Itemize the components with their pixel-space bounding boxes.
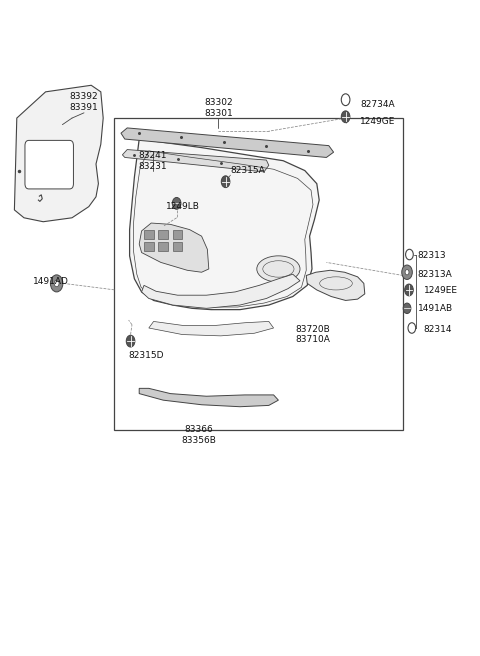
Circle shape	[341, 94, 350, 106]
Text: 1249LB: 1249LB	[166, 202, 200, 211]
Text: 83720B
83710A: 83720B 83710A	[295, 325, 330, 344]
Text: 82315A: 82315A	[230, 166, 265, 175]
Polygon shape	[139, 388, 278, 407]
Circle shape	[126, 335, 135, 347]
Text: 83392
83391: 83392 83391	[70, 92, 98, 112]
Circle shape	[403, 303, 411, 314]
Text: 1249EE: 1249EE	[424, 286, 458, 295]
Bar	[158, 242, 168, 251]
Polygon shape	[306, 270, 365, 300]
Bar	[114, 118, 403, 430]
Circle shape	[408, 323, 416, 333]
Bar	[144, 242, 154, 251]
Circle shape	[221, 176, 230, 188]
FancyBboxPatch shape	[25, 140, 73, 189]
Circle shape	[341, 111, 350, 123]
Text: 82313: 82313	[418, 251, 446, 260]
Bar	[173, 230, 182, 239]
Text: 1249GE: 1249GE	[360, 117, 396, 126]
Circle shape	[405, 284, 413, 296]
Bar	[144, 230, 154, 239]
Polygon shape	[149, 321, 274, 336]
Circle shape	[54, 280, 59, 287]
Text: 83241
83231: 83241 83231	[138, 151, 167, 171]
Ellipse shape	[257, 256, 300, 282]
Circle shape	[172, 197, 181, 209]
Text: 83366
83356B: 83366 83356B	[182, 425, 216, 445]
Polygon shape	[14, 85, 103, 222]
Polygon shape	[142, 274, 300, 308]
Text: 82734A: 82734A	[360, 100, 395, 110]
Polygon shape	[121, 128, 334, 157]
Text: 82313A: 82313A	[418, 270, 452, 279]
Polygon shape	[139, 223, 209, 272]
Circle shape	[406, 249, 413, 260]
Bar	[173, 242, 182, 251]
Polygon shape	[122, 150, 269, 172]
Text: 82314: 82314	[424, 325, 452, 334]
Text: 82315D: 82315D	[129, 351, 164, 360]
Circle shape	[405, 270, 409, 275]
Circle shape	[50, 275, 63, 292]
Text: 83302
83301: 83302 83301	[204, 98, 233, 118]
Circle shape	[402, 265, 412, 279]
Text: 1491AB: 1491AB	[418, 304, 453, 313]
Polygon shape	[130, 139, 319, 310]
Text: 1491AD: 1491AD	[33, 277, 68, 287]
Bar	[158, 230, 168, 239]
